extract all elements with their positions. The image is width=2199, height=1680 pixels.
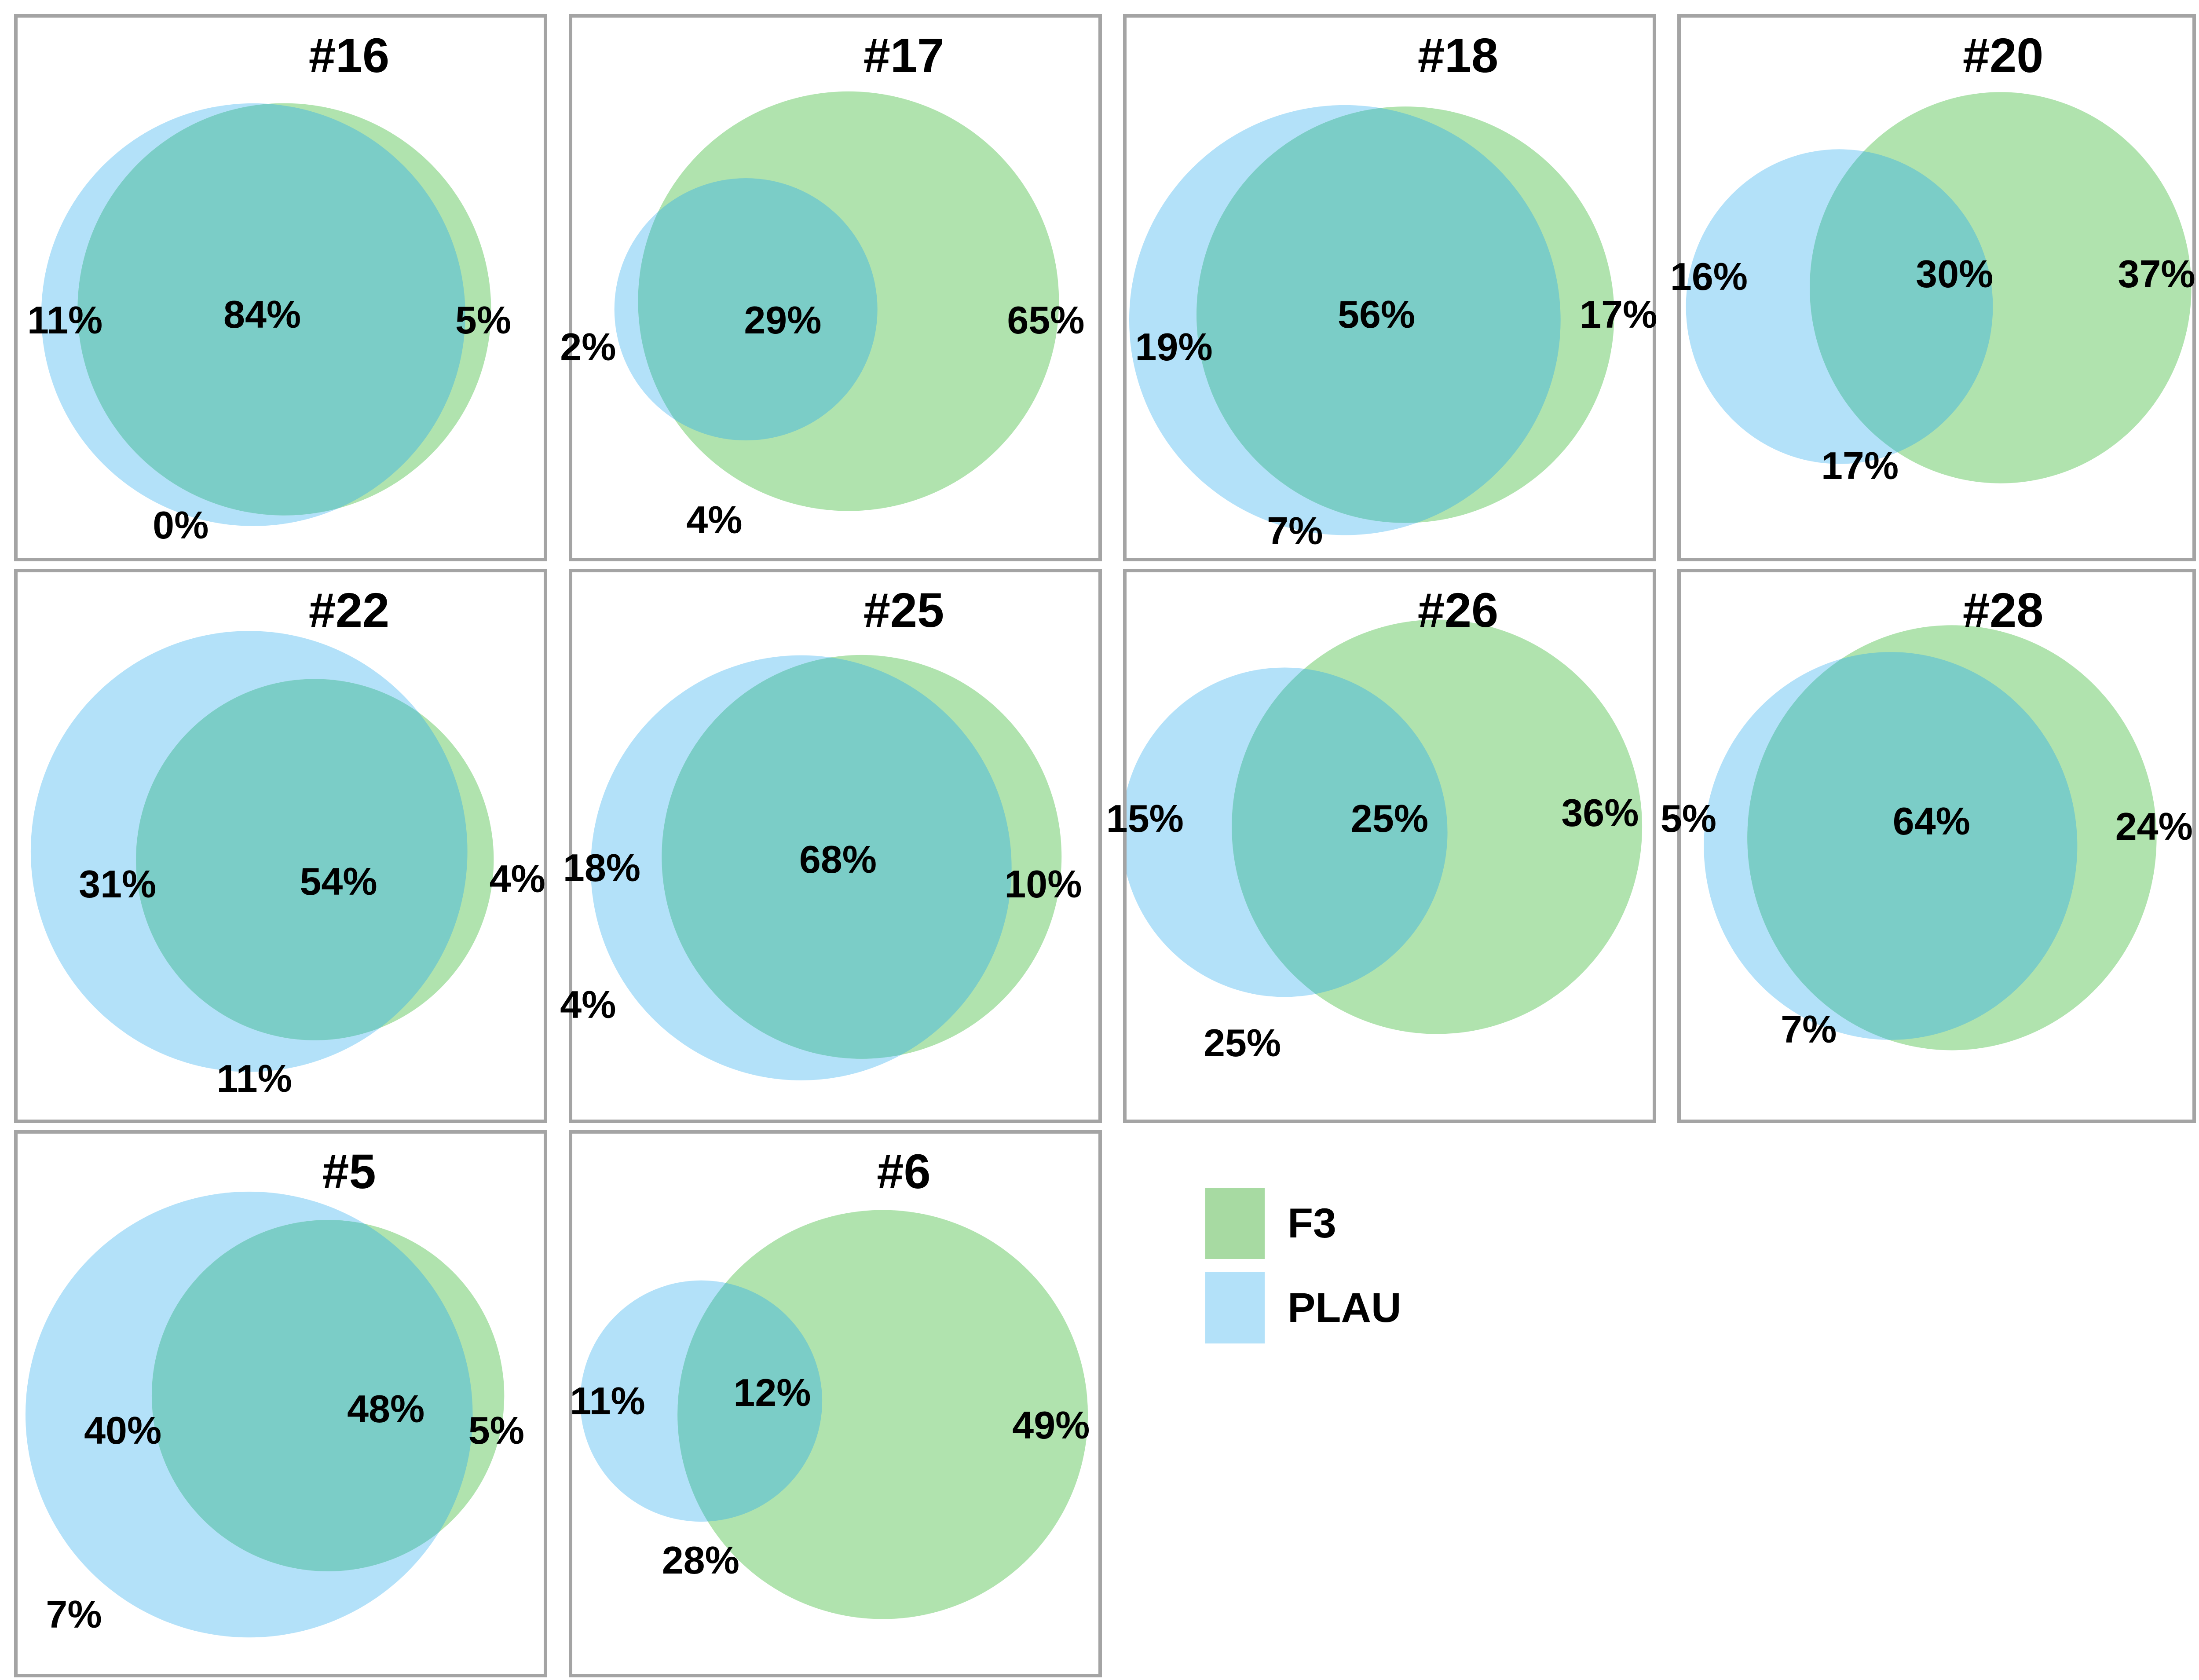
label-f3-only: 24% xyxy=(2115,805,2193,849)
venn-panel-22: #22 31% 54% 4% 11% xyxy=(14,569,547,1123)
venn-diagram xyxy=(1686,92,2192,483)
label-outside: 17% xyxy=(1821,444,1899,488)
label-plau-only: 11% xyxy=(27,298,103,342)
legend-label-plau: PLAU xyxy=(1288,1284,1401,1331)
label-overlap: 54% xyxy=(300,859,377,903)
venn-diagram xyxy=(1129,105,1614,535)
venn-diagram xyxy=(614,91,1059,511)
label-f3-only: 5% xyxy=(455,298,512,342)
venn-panel-6: #6 11% 12% 49% 28% xyxy=(569,1130,1102,1677)
label-plau-only: 40% xyxy=(84,1409,162,1453)
label-plau-only: 19% xyxy=(1135,325,1213,369)
venn-panel-16: #16 11% 84% 5% 0% xyxy=(14,14,547,561)
label-plau-only: 5% xyxy=(1660,796,1717,840)
panel-title: #17 xyxy=(863,28,944,83)
label-plau-only: 16% xyxy=(1670,255,1748,299)
panel-title: #28 xyxy=(1962,583,2044,638)
label-f3-only: 4% xyxy=(489,856,545,900)
panel-title: #16 xyxy=(308,28,390,83)
label-plau-only: 11% xyxy=(570,1379,645,1423)
panel-title: #25 xyxy=(863,583,944,638)
venn-panel-17: #17 2% 29% 65% 4% xyxy=(560,14,1102,561)
legend: F3 PLAU xyxy=(1205,1188,1401,1357)
plau-color-swatch xyxy=(1205,1272,1265,1343)
venn-diagram xyxy=(580,1210,1088,1619)
label-outside: 11% xyxy=(216,1056,292,1100)
legend-label-f3: F3 xyxy=(1288,1200,1336,1247)
venn-diagram xyxy=(30,631,494,1072)
label-plau-only: 2% xyxy=(560,325,616,369)
panel-title: #6 xyxy=(877,1144,931,1199)
label-plau-only: 31% xyxy=(79,862,157,906)
label-f3-only: 49% xyxy=(1012,1403,1090,1447)
label-f3-only: 10% xyxy=(1004,862,1082,906)
legend-item-plau: PLAU xyxy=(1205,1272,1401,1343)
label-overlap: 12% xyxy=(733,1371,811,1415)
venn-diagram xyxy=(1704,625,2157,1050)
label-overlap: 84% xyxy=(223,293,301,337)
venn-panel-5: #5 40% 48% 5% 7% xyxy=(14,1130,547,1677)
venn-panel-20: #20 16% 30% 37% 17% xyxy=(1670,14,2196,561)
label-overlap: 29% xyxy=(744,298,822,342)
label-outside: 4% xyxy=(686,498,743,542)
venn-diagram xyxy=(41,103,491,526)
f3-color-swatch xyxy=(1205,1188,1265,1259)
panel-title: #26 xyxy=(1417,583,1499,638)
label-f3-only: 36% xyxy=(1561,791,1639,835)
label-f3-only: 5% xyxy=(468,1409,524,1453)
label-outside: 4% xyxy=(560,982,616,1026)
label-plau-only: 15% xyxy=(1106,796,1184,840)
venn-diagram xyxy=(25,1191,505,1638)
label-outside: 7% xyxy=(1781,1007,1837,1051)
label-overlap: 56% xyxy=(1338,293,1416,337)
label-outside: 7% xyxy=(46,1592,102,1636)
label-plau-only: 18% xyxy=(563,845,641,889)
label-overlap: 64% xyxy=(1892,799,1970,843)
label-outside: 7% xyxy=(1267,509,1323,553)
venn-diagram xyxy=(590,655,1062,1080)
label-outside: 25% xyxy=(1204,1021,1281,1065)
label-overlap: 25% xyxy=(1350,796,1429,840)
label-f3-only: 65% xyxy=(1007,298,1085,342)
panel-title: #20 xyxy=(1962,28,2044,83)
venn-panel-25: #25 18% 68% 10% 4% xyxy=(560,569,1102,1123)
venn-panel-26: #26 15% 25% 36% 25% xyxy=(1106,569,1656,1123)
venn-diagram xyxy=(1127,619,1643,1034)
label-overlap: 30% xyxy=(1916,252,1994,296)
panel-title: #18 xyxy=(1417,28,1499,83)
panel-title: #5 xyxy=(322,1144,376,1199)
label-outside: 0% xyxy=(153,503,209,547)
panel-title: #22 xyxy=(308,583,390,638)
label-outside: 28% xyxy=(662,1538,739,1582)
label-overlap: 48% xyxy=(347,1387,425,1431)
label-f3-only: 37% xyxy=(2118,252,2195,296)
venn-panel-28: #28 5% 64% 24% 7% xyxy=(1661,569,2196,1123)
label-overlap: 68% xyxy=(799,838,877,882)
legend-item-f3: F3 xyxy=(1205,1188,1401,1259)
label-f3-only: 17% xyxy=(1580,293,1657,337)
venn-panel-18: #18 19% 56% 17% 7% xyxy=(1123,14,1657,561)
